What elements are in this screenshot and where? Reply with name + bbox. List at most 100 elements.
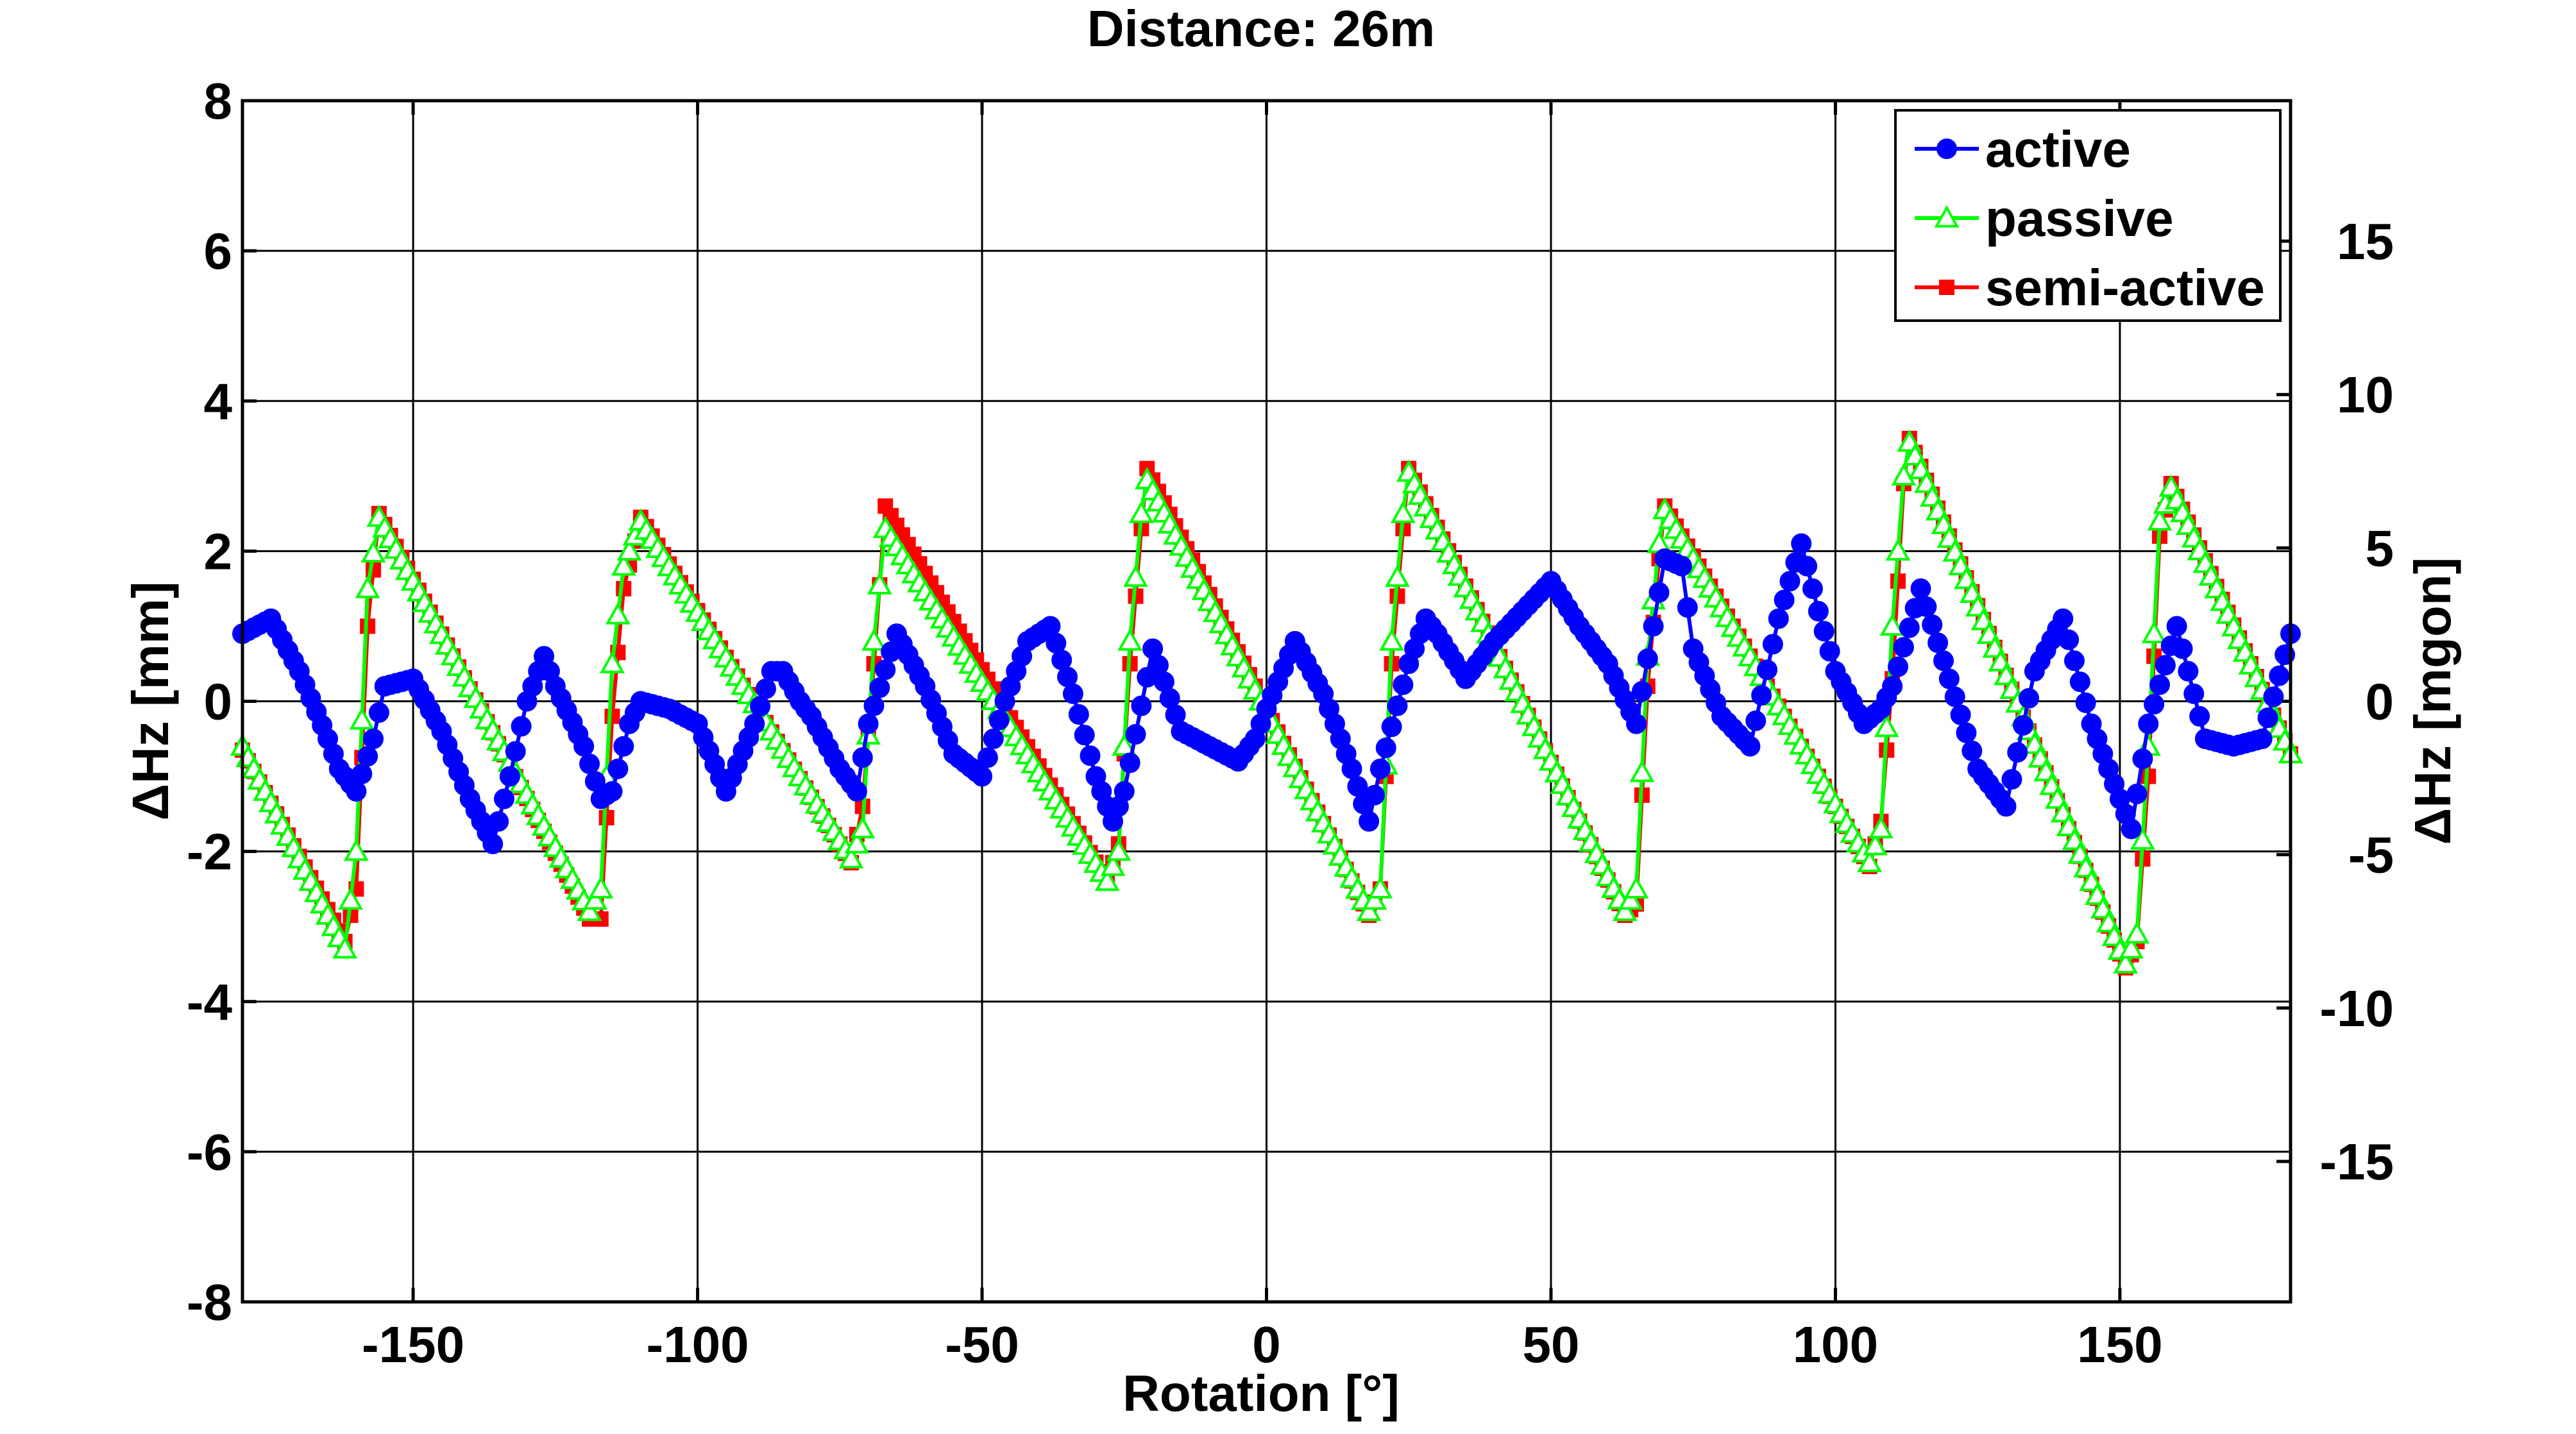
data-point-active (744, 713, 765, 734)
data-point-passive (850, 816, 876, 839)
data-point-active (1757, 659, 1778, 680)
data-point-active (2183, 683, 2205, 704)
data-point-passive (1123, 564, 1148, 587)
data-point-active (1062, 683, 1083, 704)
data-point-active (1648, 582, 1670, 603)
data-point-passive (1128, 500, 1154, 523)
data-point-active (1125, 724, 1146, 745)
y-right-tick-label: -10 (2319, 980, 2394, 1037)
data-point-active (1375, 738, 1396, 759)
data-point-passive (2113, 951, 2139, 974)
y-axis-label-left: ΔHz [mm] (122, 581, 179, 820)
data-point-active (755, 678, 776, 699)
y-tick-label: 6 (204, 223, 233, 280)
data-point-active (2019, 687, 2040, 709)
data-point-passive (2130, 827, 2155, 850)
x-tick-label: -100 (646, 1316, 749, 1373)
data-point-active (1751, 685, 1772, 706)
data-point-active (1944, 686, 1965, 707)
data-point-active (1119, 752, 1140, 773)
y-tick-label: -4 (187, 974, 233, 1031)
data-point-active (1131, 695, 1152, 716)
y-right-tick-label: 0 (2366, 673, 2394, 730)
y-tick-label: 2 (204, 523, 233, 580)
data-point-active (1791, 533, 1812, 554)
data-point-active (2155, 655, 2176, 676)
data-point-active (2138, 713, 2159, 734)
data-point-active (613, 736, 634, 757)
chart-title: Distance: 26m (1087, 0, 1435, 57)
data-point-active (352, 763, 373, 784)
data-point-active (482, 833, 504, 854)
data-point-passive (616, 538, 642, 561)
data-point-active (1779, 571, 1801, 592)
data-point-active (2121, 818, 2142, 839)
x-tick-label: 150 (2077, 1316, 2162, 1373)
legend-label-active: active (1985, 121, 2131, 178)
data-point-passive (600, 650, 625, 673)
data-point-passive (1629, 759, 1655, 782)
data-point-active (1922, 614, 1943, 636)
data-point-passive (332, 936, 358, 959)
data-point-active (1910, 578, 1931, 599)
data-point-passive (1100, 853, 1126, 876)
data-point-active (1740, 736, 1761, 757)
plot-frame (241, 99, 2292, 1304)
x-tick-label: 0 (1252, 1316, 1281, 1373)
data-point-active (750, 696, 771, 717)
data-point-active (1933, 650, 1954, 671)
data-point-active (977, 747, 998, 768)
data-point-active (602, 780, 623, 802)
data-point-active (2269, 665, 2290, 686)
y-tick-label: -8 (187, 1274, 232, 1331)
data-point-passive (1885, 538, 1911, 561)
data-point-active (846, 780, 867, 802)
y-tick-label: 0 (204, 673, 233, 730)
data-point-passive (355, 575, 380, 598)
data-point-active (1626, 713, 1647, 734)
x-tick-label: 50 (1522, 1316, 1579, 1373)
data-point-active (488, 811, 509, 832)
x-tick-label: 100 (1793, 1316, 1878, 1373)
data-point-passive (1612, 898, 1638, 922)
data-point-active (2263, 686, 2284, 707)
data-point-active (2007, 742, 2028, 763)
data-point-active (357, 746, 378, 767)
data-point-passive (1623, 876, 1649, 898)
data-point-active (2166, 616, 2187, 637)
series-group (230, 429, 2303, 976)
data-point-active (1882, 676, 1903, 697)
data-point-active (1813, 621, 1835, 642)
data-point-passive (1857, 850, 1883, 872)
data-point-active (1899, 617, 1920, 638)
y-tick-label: 8 (204, 72, 233, 130)
data-point-passive (1390, 500, 1416, 523)
data-point-passive (349, 707, 375, 730)
data-point-active (2172, 638, 2193, 659)
legend-marker-active (1936, 139, 1957, 159)
data-point-passive (2141, 621, 2167, 643)
data-point-active (1393, 674, 1414, 695)
data-point-active (2058, 629, 2080, 650)
x-axis-label: Rotation [°] (1123, 1365, 1400, 1422)
data-point-active (2013, 714, 2034, 736)
data-point-passive (1618, 887, 1643, 910)
data-point-passive (1368, 876, 1393, 898)
data-point-passive (1385, 564, 1410, 587)
data-point-active (1387, 695, 1408, 716)
data-point-passive (588, 876, 614, 898)
data-point-active (573, 736, 595, 757)
data-point-active (368, 702, 389, 723)
data-point-semi-active (604, 708, 620, 724)
data-point-passive (1362, 887, 1387, 910)
data-point-active (1074, 725, 1095, 746)
data-point-passive (1863, 832, 1888, 856)
legend: active passive semi-active (1894, 109, 2282, 322)
data-point-active (1938, 668, 1960, 689)
axes: -150 -100 -50 0 50 100 150-8-6-4-202468-15-10-… (187, 72, 2394, 1373)
data-point-active (1068, 704, 1089, 725)
data-point-active (2257, 707, 2278, 729)
x-tick-label: -50 (945, 1316, 1019, 1373)
legend-item-passive: passive (1915, 190, 2174, 247)
